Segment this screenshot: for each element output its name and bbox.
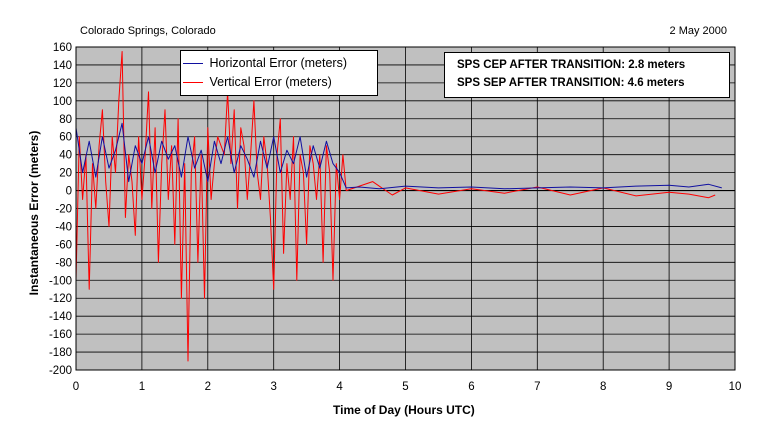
x-tick-label: 9: [666, 381, 672, 393]
x-tick-label: 1: [139, 381, 145, 393]
y-tick-label: -140: [49, 311, 72, 323]
annotation-sep: SPS SEP AFTER TRANSITION: 4.6 meters: [457, 77, 685, 89]
horizontal-error-line: [75, 122, 722, 190]
legend: Horizontal Error (meters) Vertical Error…: [180, 50, 378, 96]
legend-item-vertical: Vertical Error (meters): [183, 73, 332, 91]
x-tick-label: 8: [600, 381, 606, 393]
y-tick-label: 100: [53, 96, 72, 108]
y-axis-label: Instantaneous Error (meters): [27, 130, 41, 296]
legend-label-vertical: Vertical Error (meters): [209, 75, 332, 89]
plot-border: [75, 46, 736, 371]
legend-label-horizontal: Horizontal Error (meters): [209, 56, 348, 70]
legend-item-horizontal: Horizontal Error (meters): [183, 54, 347, 72]
location-label: Colorado Springs, Colorado: [80, 25, 216, 37]
y-tick-labels: 160 140 120 100 80 60 40 20 0 -20 -40 -60 -80 -100 -12…: [49, 42, 72, 377]
x-tick-label: 4: [336, 381, 343, 393]
y-tick-label: -40: [55, 221, 72, 233]
y-tick-label: 40: [59, 150, 72, 162]
y-tick-label: -20: [55, 204, 72, 216]
legend-swatch-vertical: [183, 82, 203, 84]
legend-swatch-horizontal: [183, 63, 203, 65]
series-lines: [75, 51, 722, 362]
x-axis-label: Time of Day (Hours UTC): [333, 403, 475, 417]
y-tick-label: -200: [49, 365, 72, 377]
y-tick-label: -80: [55, 257, 72, 269]
date-label: 2 May 2000: [669, 25, 727, 37]
annotation-box: SPS CEP AFTER TRANSITION: 2.8 meters SPS…: [444, 52, 730, 98]
y-tick-label: 140: [53, 60, 72, 72]
x-tick-label: 10: [729, 381, 742, 393]
x-tick-label: 2: [205, 381, 211, 393]
y-tick-label: -160: [49, 329, 72, 341]
x-tick-label: 0: [73, 381, 79, 393]
y-tick-label: 120: [53, 78, 72, 90]
y-tick-label: 160: [53, 42, 72, 54]
y-tick-label: 0: [66, 186, 72, 198]
y-tick-label: 60: [59, 132, 72, 144]
x-tick-label: 6: [468, 381, 474, 393]
x-tick-label: 7: [534, 381, 540, 393]
y-tick-label: -100: [49, 275, 72, 287]
vertical-error-line: [75, 51, 716, 362]
y-tick-label: -120: [49, 293, 72, 305]
x-tick-label: 3: [270, 381, 276, 393]
annotation-cep: SPS CEP AFTER TRANSITION: 2.8 meters: [457, 59, 686, 71]
x-tick-labels: 0 1 2 3 4 5 6 7 8 9 10: [73, 381, 742, 393]
y-tick-label: 80: [59, 114, 72, 126]
y-tick-label: 20: [59, 168, 72, 180]
x-tick-label: 5: [402, 381, 408, 393]
y-tick-label: -60: [55, 239, 72, 251]
y-tick-label: -180: [49, 347, 72, 359]
